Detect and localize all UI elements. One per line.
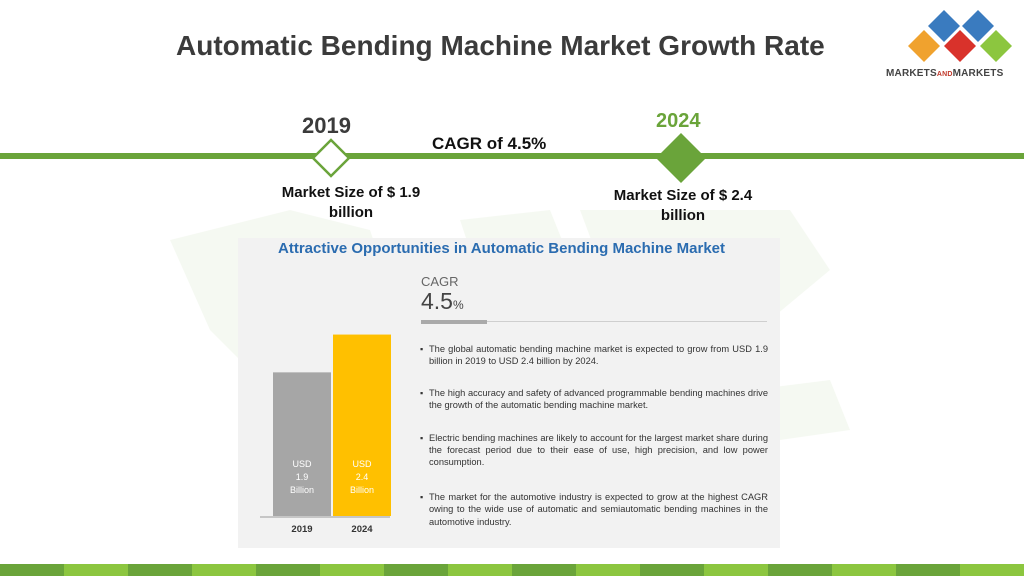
bullet-item: The high accuracy and safety of advanced… (420, 387, 768, 412)
logo-tile-red (944, 30, 976, 62)
footer-stripe-segment (768, 564, 832, 576)
logo-tile-green (980, 30, 1012, 62)
bar-value-label: USD (352, 459, 372, 469)
logo-wordmark: MARKETSANDMARKETS (886, 68, 1004, 79)
footer-stripe-segment (512, 564, 576, 576)
cagr-underline (421, 320, 487, 324)
panel-cagr-label: CAGR (421, 274, 459, 289)
timeline-cagr-label: CAGR of 4.5% (432, 134, 547, 153)
bar-2019 (273, 372, 331, 516)
footer-stripe-segment (128, 564, 192, 576)
bar-value-label: 1.9 (296, 472, 309, 482)
bar-value-label: USD (292, 459, 312, 469)
logo-tile-orange (908, 30, 940, 62)
x-tick-label: 2024 (351, 524, 373, 535)
footer-stripe-segment (192, 564, 256, 576)
page-title: Automatic Bending Machine Market Growth … (176, 30, 825, 61)
panel-cagr-value: 4.5% (421, 288, 464, 314)
logo-tile-blue-2 (962, 10, 994, 42)
footer-stripe-segment (704, 564, 768, 576)
footer-stripe-segment (832, 564, 896, 576)
market-size-2019: Market Size of $ 1.9 billion (281, 184, 421, 221)
footer-stripe-segment (640, 564, 704, 576)
market-size-2024: Market Size of $ 2.4 billion (613, 187, 753, 224)
timeline-bar (0, 153, 1024, 159)
footer-stripe-segment (448, 564, 512, 576)
bullet-item: Electric bending machines are likely to … (420, 432, 768, 469)
panel-title: Attractive Opportunities in Automatic Be… (278, 240, 725, 257)
timeline-marker-2024-icon (656, 133, 706, 183)
footer-stripe-segment (896, 564, 960, 576)
bullet-item: The market for the automotive industry i… (420, 491, 768, 528)
timeline-end-year: 2024 (656, 110, 701, 132)
market-size-bar-chart: USD 1.9 Billion 2019 USD 2.4 Billion 2024 (260, 334, 391, 535)
cagr-divider (487, 321, 767, 322)
footer-stripe-segment (64, 564, 128, 576)
panel-bullet-list: The global automatic bending machine mar… (420, 343, 768, 547)
footer-stripe-segment (256, 564, 320, 576)
bullet-item: The global automatic bending machine mar… (420, 343, 768, 368)
timeline-start-year: 2019 (302, 113, 351, 138)
footer-stripe-segment (320, 564, 384, 576)
bar-2024 (333, 334, 391, 516)
footer-stripe-segment (0, 564, 64, 576)
logo-tile-blue (928, 10, 960, 42)
bar-value-label: Billion (290, 485, 314, 495)
timeline-marker-2019-icon (311, 138, 351, 178)
footer-stripe-segment (384, 564, 448, 576)
footer-stripe-segment (576, 564, 640, 576)
bar-value-label: Billion (350, 485, 374, 495)
footer-stripe (0, 564, 1024, 576)
markets-and-markets-logo (908, 10, 1012, 62)
bar-value-label: 2.4 (356, 472, 369, 482)
footer-stripe-segment (960, 564, 1024, 576)
x-tick-label: 2019 (291, 524, 312, 535)
